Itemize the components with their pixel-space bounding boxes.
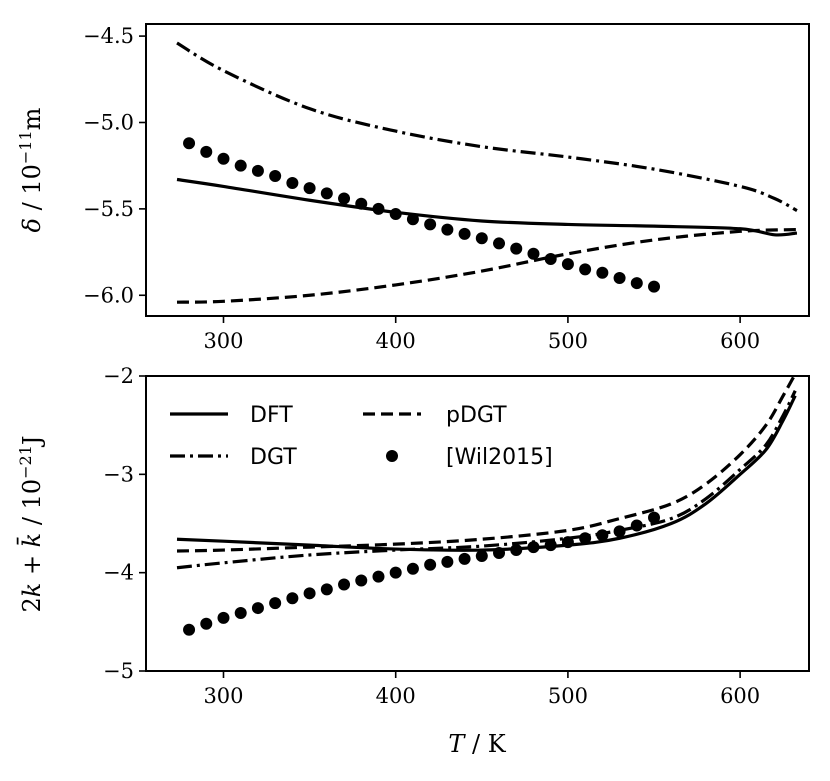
top-wil2015-point bbox=[613, 271, 626, 284]
bottom-wil2015-point bbox=[338, 578, 351, 591]
bottom-series-group bbox=[176, 376, 797, 636]
bottom-wil2015-point bbox=[424, 558, 437, 571]
top-panel: 300 400 500 600 −4.5 −5.0 −5.5 −6.0 δ / 10−11m bbox=[16, 23, 810, 353]
top-wil2015-point bbox=[234, 159, 247, 172]
legend-wil2015-label: [Wil2015] bbox=[446, 445, 553, 470]
bottom-wil2015-point bbox=[561, 536, 574, 549]
top-wil2015-point bbox=[303, 182, 316, 195]
bottom-x-tick-label-400: 400 bbox=[376, 684, 416, 708]
bottom-wil2015-point bbox=[648, 511, 661, 524]
top-y-tick-label-3: −6.0 bbox=[83, 283, 134, 307]
bottom-y-tick-label-2: −4 bbox=[103, 561, 134, 585]
legend-dgt-label: DGT bbox=[250, 445, 297, 470]
bottom-wil2015-point bbox=[406, 562, 419, 575]
top-wil2015-point bbox=[320, 187, 333, 200]
top-series-group bbox=[176, 41, 798, 304]
top-wil2015-point bbox=[630, 277, 643, 290]
top-wil2015-point bbox=[406, 213, 419, 226]
top-wil2015-point bbox=[596, 266, 609, 279]
top-y-tick-label-1: −5.0 bbox=[83, 110, 134, 134]
bottom-x-tick-label-600: 600 bbox=[720, 684, 760, 708]
bottom-wil2015-point bbox=[389, 566, 402, 579]
top-wil2015-point bbox=[372, 202, 385, 215]
bottom-wil2015-point bbox=[458, 552, 471, 565]
top-x-tick-label-500: 500 bbox=[548, 329, 588, 353]
bottom-wil2015-point bbox=[510, 544, 523, 557]
legend-dft-label: DFT bbox=[250, 403, 293, 428]
legend-wil2015-marker bbox=[386, 450, 398, 462]
bottom-wil2015-point bbox=[630, 519, 643, 532]
top-axes-frame bbox=[145, 23, 810, 317]
top-tick-group: 300 400 500 600 −4.5 −5.0 −5.5 −6.0 bbox=[83, 24, 760, 353]
bottom-dft-line bbox=[176, 394, 797, 552]
bottom-x-tick-label-500: 500 bbox=[548, 684, 588, 708]
bottom-pdgt-line bbox=[176, 376, 796, 553]
top-wil2015-point bbox=[544, 252, 557, 265]
top-wil2015-point bbox=[441, 223, 454, 236]
x-axis-label: T / K bbox=[448, 730, 506, 758]
top-y-tick-label-2: −5.5 bbox=[83, 197, 134, 221]
top-wil2015-point bbox=[286, 176, 299, 189]
top-pdgt-line bbox=[176, 228, 797, 304]
bottom-wil2015-point bbox=[579, 532, 592, 545]
bottom-wil2015-point bbox=[269, 597, 282, 610]
bottom-y-tick-label-3: −5 bbox=[103, 659, 134, 683]
top-dft-line bbox=[176, 177, 798, 237]
bottom-wil2015-point bbox=[493, 547, 506, 559]
top-dgt-line bbox=[176, 41, 798, 213]
top-wil2015-point bbox=[424, 218, 437, 231]
bottom-wil2015-point bbox=[372, 570, 385, 583]
top-wil2015-point bbox=[475, 232, 488, 245]
bottom-wil2015-point bbox=[303, 587, 316, 600]
legend: DFT pDGT DGT [Wil2015] bbox=[170, 403, 553, 470]
bottom-wil2015-point bbox=[544, 539, 557, 552]
bottom-tick-group: 300 400 500 600 −2 −3 −4 −5 bbox=[103, 364, 760, 708]
top-wil2015-point bbox=[493, 237, 506, 250]
bottom-wil2015-point bbox=[217, 611, 230, 624]
top-wil2015-point bbox=[579, 263, 592, 276]
legend-pdgt-label: pDGT bbox=[446, 403, 507, 428]
top-wil2015-point bbox=[269, 170, 282, 183]
top-wil2015-point bbox=[648, 280, 661, 293]
top-wil2015-point bbox=[561, 258, 574, 271]
top-wil2015-point bbox=[183, 137, 196, 150]
bottom-wil2015-point bbox=[286, 592, 299, 605]
top-wil2015-point bbox=[458, 227, 471, 240]
bottom-y-axis-label: 2k + k̄ / 10−21J bbox=[16, 435, 46, 612]
bottom-wil2015-point bbox=[320, 583, 333, 596]
bottom-wil2015-point bbox=[475, 549, 488, 562]
top-wil2015-point bbox=[217, 152, 230, 165]
top-x-tick-label-400: 400 bbox=[376, 329, 416, 353]
bottom-wil2015-point bbox=[527, 541, 540, 554]
bottom-axes-frame bbox=[145, 375, 810, 672]
bottom-wil2015-point bbox=[200, 617, 213, 630]
top-x-tick-label-300: 300 bbox=[203, 329, 243, 353]
top-wil2015-point bbox=[338, 192, 351, 205]
bottom-x-tick-label-300: 300 bbox=[203, 684, 243, 708]
bottom-wil2015-point bbox=[234, 606, 247, 619]
bottom-panel: 300 400 500 600 −2 −3 −4 −5 2k + k̄ / 10−21J DF… bbox=[16, 364, 810, 708]
top-wil2015-point bbox=[200, 145, 213, 158]
bottom-y-tick-label-1: −3 bbox=[103, 462, 134, 486]
top-wil2015-point bbox=[510, 242, 523, 255]
bottom-wil2015-point bbox=[183, 623, 196, 636]
bottom-wil2015-point bbox=[441, 555, 454, 568]
top-wil2015-point bbox=[389, 208, 402, 221]
top-wil2015-point bbox=[355, 197, 368, 210]
bottom-wil2015-point bbox=[251, 602, 264, 615]
top-wil2015-point bbox=[251, 164, 264, 177]
top-wil2015-point bbox=[527, 247, 540, 260]
top-y-axis-label: δ / 10−11m bbox=[16, 107, 46, 232]
bottom-wil2015-point bbox=[596, 529, 609, 542]
top-x-tick-label-600: 600 bbox=[720, 329, 760, 353]
bottom-wil2015-point bbox=[613, 525, 626, 538]
top-y-tick-label-0: −4.5 bbox=[83, 24, 134, 48]
bottom-wil2015-point bbox=[355, 574, 368, 587]
bottom-y-tick-label-0: −2 bbox=[103, 364, 134, 388]
